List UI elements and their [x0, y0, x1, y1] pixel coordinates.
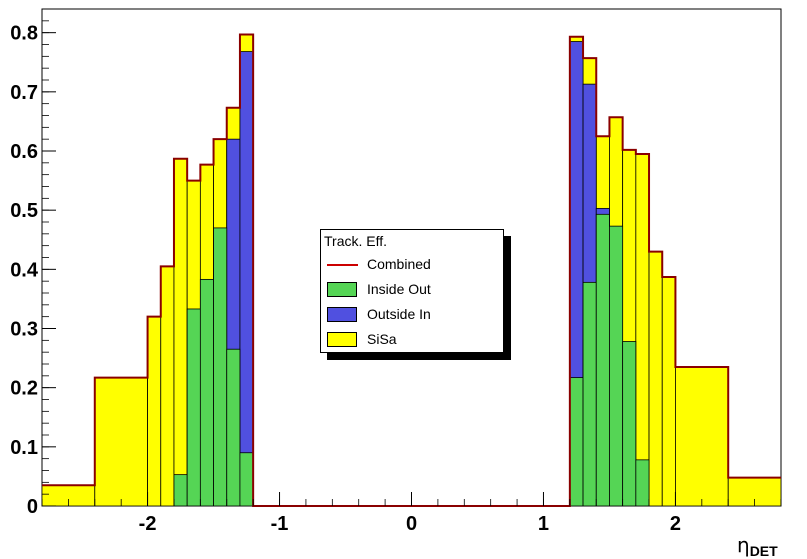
x-tick-label-2: 0 — [406, 513, 417, 535]
bar-inside-out-5 — [186, 308, 201, 507]
bar-inside-out-15 — [622, 341, 637, 507]
bar-inside-out-9 — [239, 452, 254, 507]
bar-inside-out-14 — [609, 225, 624, 507]
x-tick-label-0: -2 — [139, 513, 157, 535]
legend-label-sisa: SiSa — [367, 331, 397, 347]
y-tick-label-5: 0.5 — [10, 200, 38, 222]
bar-inside-out-4 — [173, 474, 188, 507]
x-tick-label-4: 2 — [670, 513, 681, 535]
legend-swatch-inside-out — [327, 282, 357, 297]
y-tick-label-7: 0.7 — [10, 82, 38, 104]
bar-sisa-2 — [147, 316, 162, 507]
legend-entry-inside-out: Inside Out — [327, 280, 503, 300]
bar-sisa-3 — [160, 265, 175, 507]
x-tick-label-3: 1 — [538, 513, 549, 535]
bar-inside-out-13 — [595, 213, 610, 507]
histogram-bars — [41, 33, 782, 507]
bar-inside-out-11 — [569, 377, 584, 507]
legend: Track. Eff. Combined Inside Out Outside … — [320, 229, 504, 353]
legend-entry-sisa: SiSa — [327, 330, 503, 350]
legend-swatch-outside-in — [327, 307, 357, 322]
bar-inside-out-12 — [582, 281, 597, 507]
legend-line-combined — [327, 264, 358, 266]
legend-entry-outside-in: Outside In — [327, 305, 503, 325]
bar-sisa-18 — [661, 276, 676, 507]
bar-outside-in-9 — [239, 51, 254, 507]
legend-swatch-sisa — [327, 332, 357, 347]
legend-entry-combined: Combined — [327, 255, 503, 275]
bar-sisa-1 — [94, 377, 148, 507]
bar-inside-out-6 — [199, 278, 214, 507]
bar-inside-out-8 — [226, 348, 241, 507]
bar-inside-out-7 — [213, 227, 228, 507]
y-tick-label-6: 0.6 — [10, 141, 38, 163]
bar-sisa-16 — [635, 153, 650, 507]
legend-label-inside-out: Inside Out — [367, 281, 431, 297]
y-tick-label-4: 0.4 — [10, 259, 39, 281]
axes: 0 0.1 0.2 0.3 0.4 0.5 0.6 0.7 0.8 -2 -1 0 1 2 — [10, 8, 782, 535]
bar-sisa-17 — [648, 251, 663, 507]
y-tick-label-3: 0.3 — [10, 319, 38, 341]
y-tick-label-1: 0.1 — [10, 437, 38, 459]
bar-sisa-19 — [675, 366, 729, 507]
y-tick-label-8: 0.8 — [10, 23, 38, 45]
legend-title: Track. Eff. — [324, 233, 388, 249]
y-tick-label-2: 0.2 — [10, 378, 38, 400]
legend-label-outside-in: Outside In — [367, 306, 431, 322]
legend-label-combined: Combined — [367, 256, 431, 272]
x-axis-title: ηDET — [737, 533, 778, 559]
x-tick-label-1: -1 — [271, 513, 289, 535]
y-tick-label-0: 0 — [27, 496, 38, 518]
bar-sisa-4 — [173, 158, 188, 507]
bar-inside-out-16 — [635, 459, 650, 507]
